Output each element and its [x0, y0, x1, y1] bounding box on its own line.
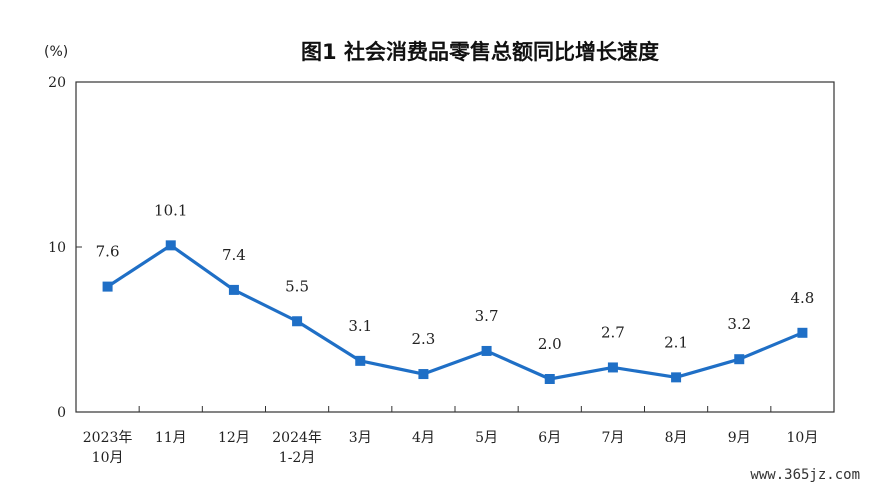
- x-tick-label: 2023年: [83, 430, 133, 446]
- data-label: 3.1: [348, 317, 372, 335]
- x-tick-label: 2024年: [272, 430, 322, 446]
- data-point: [607, 362, 618, 373]
- data-point: [102, 281, 113, 292]
- x-tick-label: 6月: [538, 430, 561, 446]
- data-point: [165, 240, 176, 251]
- data-label: 3.2: [727, 315, 751, 333]
- y-axis-unit: (%): [44, 44, 69, 60]
- data-label: 10.1: [154, 201, 187, 219]
- x-tick-label: 1-2月: [279, 450, 316, 466]
- x-tick-label: 9月: [728, 430, 751, 446]
- data-point: [418, 369, 429, 380]
- data-label: 3.7: [475, 307, 499, 325]
- data-point: [481, 345, 492, 356]
- x-tick-label: 5月: [475, 430, 498, 446]
- data-point: [734, 354, 745, 365]
- data-label: 7.4: [222, 246, 246, 264]
- x-tick-label: 4月: [412, 430, 435, 446]
- x-tick-label: 8月: [665, 430, 688, 446]
- x-tick-label: 10月: [92, 450, 124, 466]
- data-point: [228, 284, 239, 295]
- data-label: 2.7: [601, 323, 625, 341]
- data-label: 2.1: [664, 333, 688, 351]
- x-tick-label: 12月: [218, 430, 250, 446]
- data-point: [797, 327, 808, 338]
- data-point: [544, 374, 555, 384]
- watermark: www.365jz.com: [750, 467, 860, 483]
- data-label: 2.0: [538, 335, 562, 353]
- data-label: 2.3: [411, 330, 435, 348]
- data-label: 7.6: [96, 243, 120, 261]
- y-tick-label: 10: [48, 240, 66, 256]
- data-point: [671, 372, 682, 383]
- data-label: 5.5: [285, 277, 309, 295]
- x-tick-label: 3月: [349, 430, 372, 446]
- series-line: [106, 243, 804, 381]
- y-tick-label: 0: [57, 405, 66, 421]
- x-tick-label: 10月: [787, 430, 819, 446]
- x-tick-label: 7月: [601, 430, 624, 446]
- data-label: 4.8: [790, 289, 814, 307]
- chart-title: 图1 社会消费品零售总额同比增长速度: [301, 40, 659, 64]
- data-point: [292, 316, 303, 327]
- data-point: [355, 355, 366, 366]
- x-tick-label: 11月: [155, 430, 187, 446]
- y-tick-label: 20: [48, 75, 66, 91]
